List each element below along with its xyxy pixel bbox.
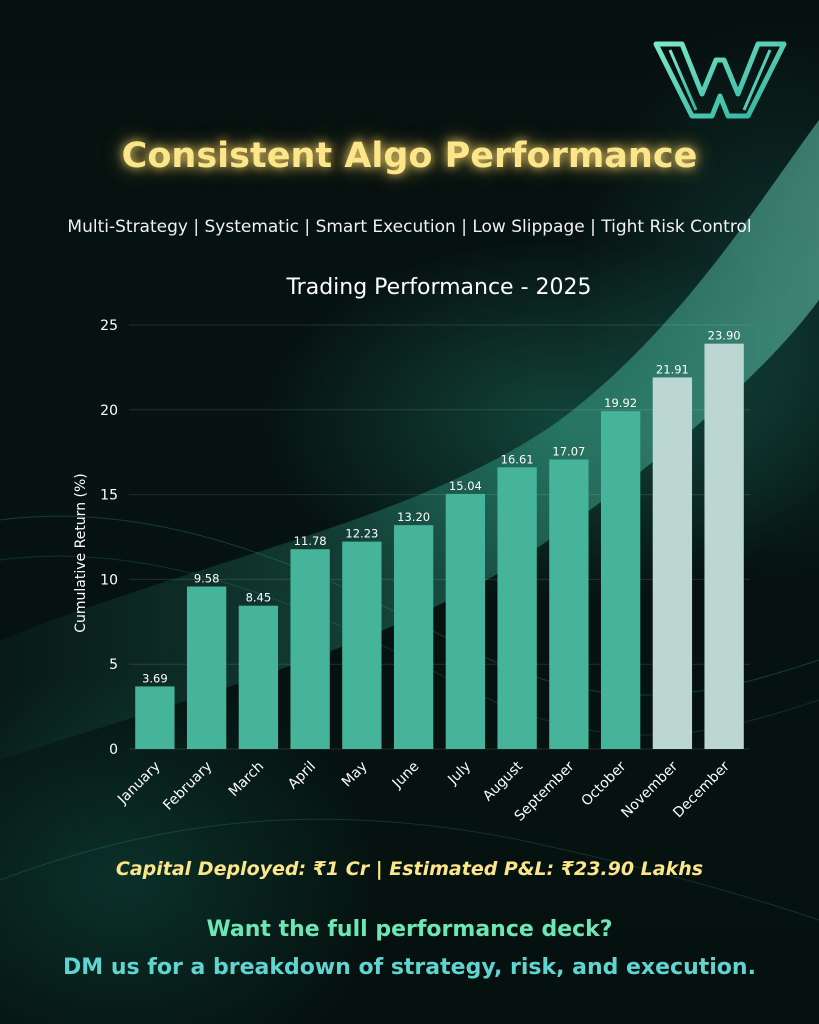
bar-value-label: 21.91: [656, 362, 689, 376]
bar-september: [549, 459, 589, 749]
y-axis-ticks: 0 5 10 15 20 25: [100, 318, 118, 758]
bar-value-label: 19.92: [604, 396, 637, 410]
bar-july: [445, 493, 486, 749]
x-tick-label: July: [444, 759, 474, 789]
bar-april: [290, 549, 330, 749]
x-tick-label: March: [226, 759, 267, 800]
bar-value-label: 12.23: [345, 527, 378, 541]
bar-november: [652, 377, 693, 749]
bar-august: [497, 467, 537, 749]
bar-value-label: 15.04: [449, 479, 482, 493]
x-tick-label: December: [670, 758, 733, 821]
bar-value-label: 13.20: [397, 510, 430, 524]
y-tick-label: 20: [100, 403, 118, 419]
bars: [135, 343, 744, 749]
bar-value-label: 23.90: [708, 329, 741, 343]
page-title: Consistent Algo Performance: [121, 136, 698, 176]
bar-march: [238, 605, 279, 749]
cta-subline: DM us for a breakdown of strategy, risk,…: [63, 955, 756, 980]
bar-value-label: 16.61: [501, 452, 534, 466]
value-labels: 3.69 9.58 8.45 11.78 12.23 13.20 15.04 16.61 17.…: [142, 329, 741, 686]
x-tick-label: June: [389, 759, 423, 793]
y-axis-label: Cumulative Return (%): [73, 473, 89, 633]
y-tick-label: 15: [100, 488, 118, 504]
bar-may: [342, 541, 382, 749]
bar-value-label: 9.58: [194, 572, 220, 586]
page-subtitle: Multi-Strategy | Systematic | Smart Exec…: [67, 217, 752, 237]
bar-june: [393, 525, 434, 749]
x-tick-label: February: [160, 759, 215, 814]
x-tick-label: April: [285, 759, 319, 793]
x-tick-label: May: [339, 759, 371, 791]
x-tick-label: January: [114, 759, 164, 809]
performance-bar-chart: Trading Performance - 2025 Cumulative Re…: [73, 275, 750, 825]
chart-title: Trading Performance - 2025: [285, 275, 591, 300]
bar-value-label: 3.69: [142, 671, 168, 685]
y-tick-label: 25: [100, 318, 118, 334]
w-logo-icon: [653, 41, 787, 119]
x-tick-label: October: [579, 758, 630, 809]
bar-value-label: 8.45: [246, 591, 272, 605]
bar-january: [135, 686, 175, 749]
grid-lines: [129, 324, 750, 750]
y-tick-label: 5: [109, 657, 118, 673]
bar-value-label: 11.78: [294, 534, 327, 548]
bar-october: [600, 411, 641, 749]
y-tick-label: 0: [109, 742, 118, 758]
bar-february: [186, 586, 227, 749]
bar-december: [704, 343, 744, 749]
y-tick-label: 10: [100, 572, 118, 588]
bar-value-label: 17.07: [552, 444, 585, 458]
x-tick-label: August: [480, 758, 526, 804]
capital-summary: Capital Deployed: ₹1 Cr | Estimated P&L:…: [115, 858, 704, 880]
cta-headline: Want the full performance deck?: [206, 917, 613, 942]
